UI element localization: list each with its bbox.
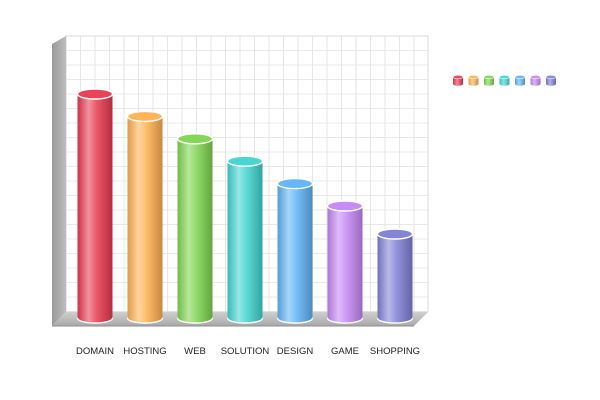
bar-top-cap [326,200,364,212]
bar-base-rim [276,317,314,324]
legend-swatch-hosting [468,74,479,86]
category-labels: DOMAIN HOSTING WEB SOLUTION DESIGN GAME SHOPPI… [76,346,420,357]
bar-base-rim [126,317,164,324]
legend-swatch-domain [452,74,464,86]
legend-swatch-body [515,77,525,86]
bar-base-rim [326,317,364,324]
bar-top-cap [376,228,414,240]
legend-swatch-cap [452,74,464,80]
legend-swatch-solution [499,74,510,86]
bar-body [377,234,413,324]
legend-swatch-cap [468,74,479,80]
bar-body [177,138,213,324]
bar-top-cap [226,155,264,167]
category-label: DOMAIN [76,346,114,357]
legend-swatch-cap [530,74,541,80]
legend-swatch-web [483,74,495,86]
chart-side-wall [52,36,66,326]
bar-body [327,206,363,324]
bar-web [176,133,214,324]
bar-base-rim [226,317,264,324]
legend-swatch-body [484,77,494,86]
bar-game [326,200,364,324]
legend-swatch-body [546,77,556,86]
bar-body [77,94,113,324]
legend [452,74,557,86]
bar-base-rim [376,317,414,324]
bar-base-rim [76,317,114,324]
legend-swatch-cap [545,74,557,80]
bar-top-cap [126,110,164,123]
bar-top-cap [176,133,214,145]
bar-domain [76,88,114,324]
bar-top-cap [276,177,314,190]
legend-swatch-cap [499,74,510,80]
category-label: WEB [184,346,206,357]
legend-swatch-game [530,74,541,86]
bar-hosting [126,110,164,324]
legend-swatch-body [499,77,510,86]
bar-body [227,161,263,324]
bar-series [76,88,414,324]
legend-swatch-shopping [545,74,557,86]
bar-solution [226,155,264,324]
category-label: SHOPPING [370,346,420,357]
bar-shopping [376,228,414,324]
legend-swatch-cap [483,74,495,80]
legend-swatch-body [530,77,541,86]
bar-design [276,177,314,324]
category-label: HOSTING [123,346,166,357]
bar-base-rim [176,317,214,324]
legend-swatch-body [453,77,463,86]
category-label: SOLUTION [221,346,270,357]
bar-body [127,116,163,324]
legend-swatch-design [514,74,526,86]
category-label: DESIGN [277,346,314,357]
legend-swatch-body [468,77,479,86]
category-label: GAME [331,346,359,357]
bar-top-cap [76,88,114,100]
legend-swatch-cap [514,74,526,80]
bar-body [277,183,313,324]
